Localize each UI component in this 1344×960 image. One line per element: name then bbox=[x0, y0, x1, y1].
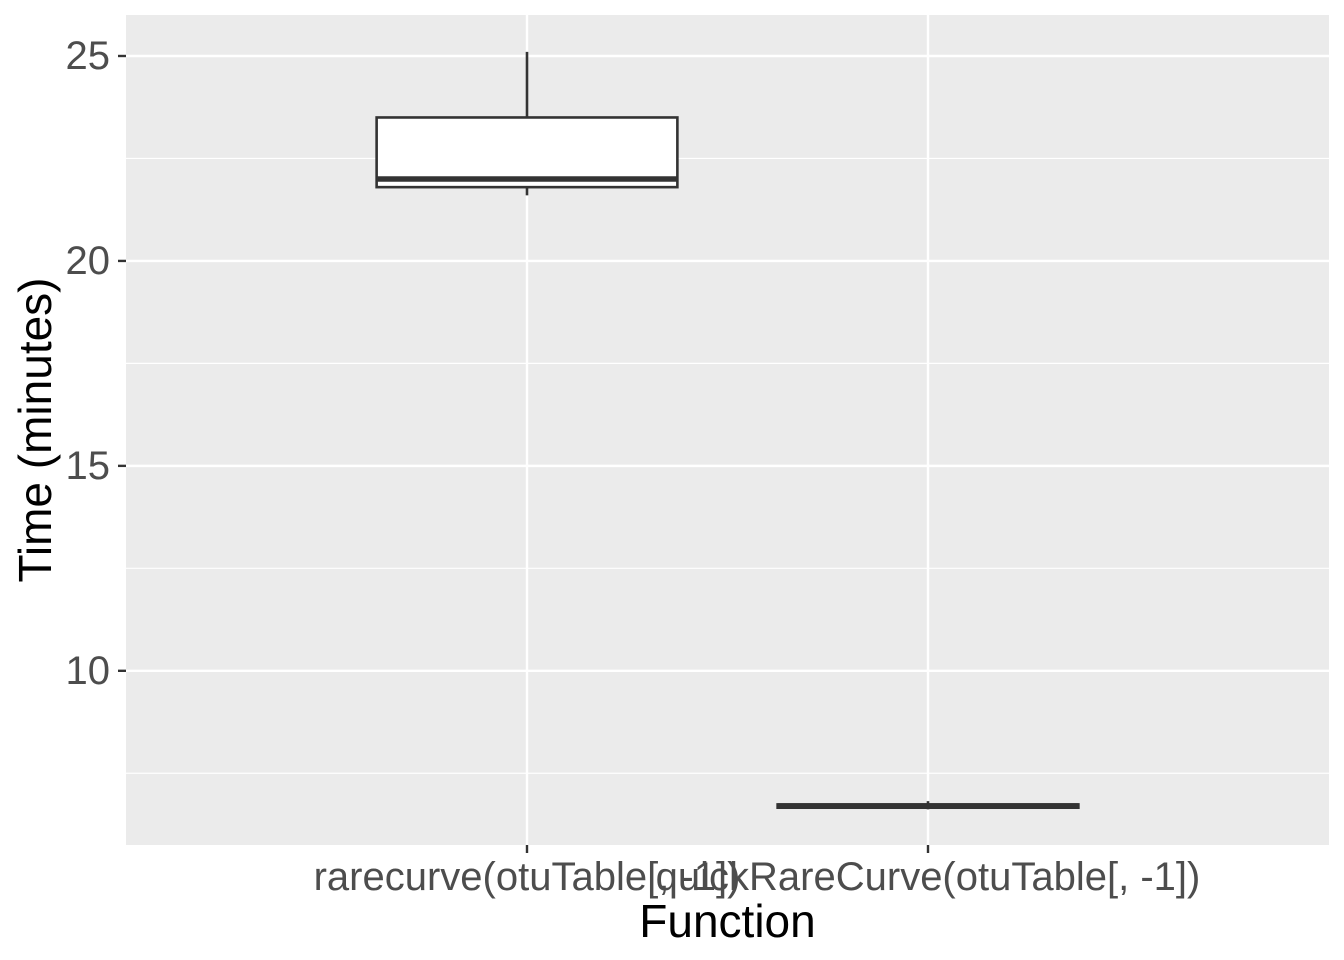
x-axis-title: Function bbox=[639, 895, 815, 947]
y-tick-label: 15 bbox=[66, 444, 111, 488]
y-axis: 10 15 20 25 bbox=[66, 34, 126, 693]
x-tick-label: rarecurve(otuTable[, -1]) bbox=[314, 855, 741, 899]
x-tick-label: quickRareCurve(otuTable[, -1]) bbox=[656, 855, 1201, 899]
y-axis-title: Time (minutes) bbox=[9, 278, 61, 583]
box-series bbox=[375, 51, 1080, 810]
y-tick-label: 25 bbox=[66, 34, 111, 78]
y-tick-label: 10 bbox=[66, 649, 111, 693]
plot-panel bbox=[126, 15, 1329, 845]
minor-gridlines bbox=[126, 157, 1329, 774]
box-2 bbox=[776, 801, 1080, 810]
major-gridlines bbox=[126, 15, 1329, 845]
y-tick-label: 20 bbox=[66, 239, 111, 283]
x-axis: rarecurve(otuTable[, -1])quickRareCurve(… bbox=[314, 845, 1201, 899]
box-body bbox=[375, 116, 679, 189]
box-1 bbox=[375, 51, 679, 196]
